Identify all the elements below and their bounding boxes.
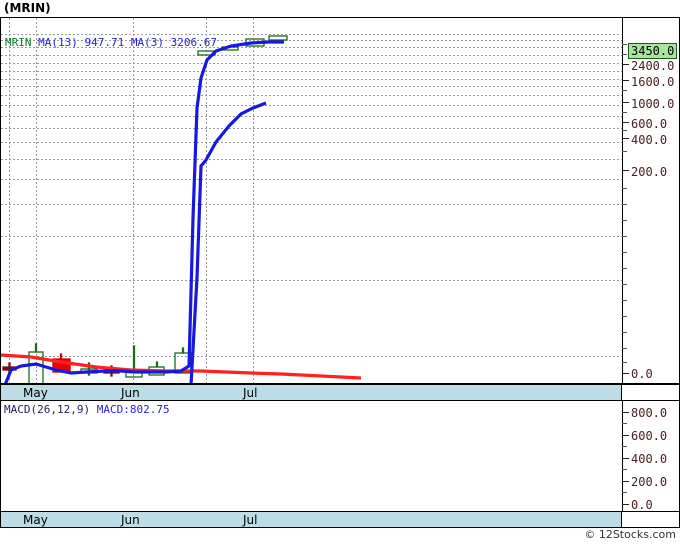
- price-axis-label-200: 200.0: [631, 165, 668, 179]
- price-month-axis-right: [622, 384, 680, 401]
- ma3-branch-line: [189, 101, 267, 383]
- legend-ma3-value: 3206.67: [170, 36, 217, 49]
- legend-ma13-label: MA(13): [38, 36, 78, 49]
- price-axis-label-0: 0.0: [631, 367, 653, 381]
- ma3-line: [4, 40, 284, 383]
- ma13-line: [1, 353, 362, 380]
- month-label-jun: Jun: [121, 386, 140, 400]
- axis-spine: [622, 18, 623, 383]
- macd-month-label-jun: Jun: [121, 513, 140, 527]
- macd-month-axis: May Jun Jul: [0, 511, 622, 528]
- macd-axis-label-200: 200.0: [631, 475, 668, 489]
- price-axis-label-400: 400.0: [631, 133, 668, 147]
- macd-axis-label-800: 800.0: [631, 406, 668, 420]
- price-axis-label-2400: 2400.0: [631, 59, 675, 73]
- month-label-may: May: [23, 386, 48, 400]
- page-title: (MRIN): [4, 1, 51, 15]
- price-axis-label-1000: 1000.0: [631, 97, 675, 111]
- current-price-tag: 3450.0: [628, 43, 678, 59]
- horizontal-gridlines: [1, 34, 622, 357]
- macd-month-label-jul: Jul: [243, 513, 258, 527]
- price-legend: MRIN MA(13) 947.71 MA(3) 3206.67: [5, 36, 217, 49]
- copyright-label: © 12Stocks.com: [584, 528, 676, 541]
- macd-month-axis-right: [622, 511, 680, 528]
- price-axis-label-600: 600.0: [631, 117, 668, 131]
- price-chart-panel[interactable]: MRIN MA(13) 947.71 MA(3) 3206.67: [0, 17, 622, 384]
- macd-params-label: MACD(26,12,9): [4, 403, 91, 416]
- macd-axis: 800.0 600.0 400.0 200.0 0.0: [622, 401, 680, 512]
- macd-value-label: MACD:802.75: [96, 403, 170, 416]
- macd-legend: MACD(26,12,9) MACD:802.75: [4, 403, 170, 416]
- macd-axis-label-0: 0.0: [631, 498, 653, 512]
- legend-ma3-label: MA(3): [130, 36, 164, 49]
- macd-month-label-may: May: [23, 513, 48, 527]
- price-plot-svg: [1, 18, 622, 383]
- macd-axis-label-600: 600.0: [631, 429, 668, 443]
- vertical-gridlines: [9, 18, 254, 383]
- price-axis-label-1600: 1600.0: [631, 75, 675, 89]
- footer-background: [0, 528, 680, 546]
- legend-symbol: MRIN: [5, 36, 32, 49]
- price-month-axis: May Jun Jul: [0, 384, 622, 401]
- price-axis: 2400.0 1600.0 1000.0 600.0 400.0 200.0 0…: [622, 17, 680, 384]
- macd-chart-panel[interactable]: [0, 401, 622, 511]
- macd-axis-label-400: 400.0: [631, 452, 668, 466]
- candlestick-series: [2, 35, 288, 383]
- macd-plot-svg: [1, 401, 622, 511]
- month-label-jul: Jul: [243, 386, 258, 400]
- legend-ma13-value: 947.71: [84, 36, 125, 49]
